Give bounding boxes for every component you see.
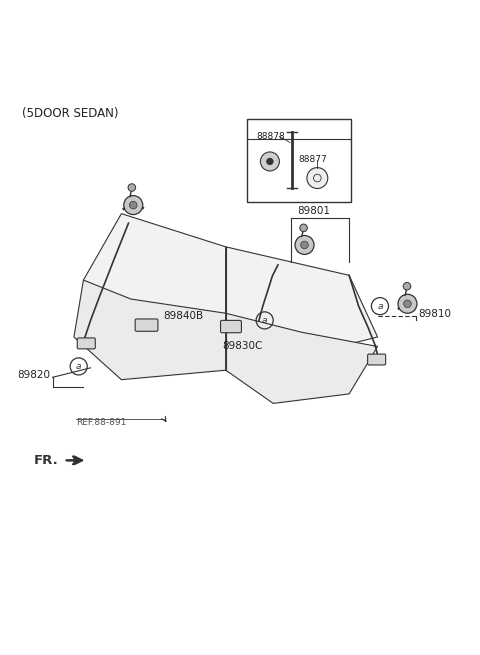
Circle shape bbox=[398, 294, 417, 313]
Text: a: a bbox=[255, 124, 260, 134]
Text: REF.88-891: REF.88-891 bbox=[76, 418, 127, 426]
Circle shape bbox=[404, 300, 411, 308]
Circle shape bbox=[403, 282, 411, 290]
Circle shape bbox=[124, 196, 143, 215]
Polygon shape bbox=[84, 214, 226, 328]
FancyBboxPatch shape bbox=[220, 320, 241, 333]
FancyArrowPatch shape bbox=[67, 457, 81, 464]
Circle shape bbox=[295, 235, 314, 254]
Text: FR.: FR. bbox=[34, 454, 59, 467]
Text: 89810: 89810 bbox=[418, 309, 451, 319]
Text: a: a bbox=[76, 362, 82, 371]
Polygon shape bbox=[226, 313, 378, 403]
Text: 89820: 89820 bbox=[17, 370, 50, 380]
Circle shape bbox=[300, 224, 307, 232]
Text: 88877: 88877 bbox=[299, 155, 327, 164]
FancyBboxPatch shape bbox=[368, 354, 385, 365]
Polygon shape bbox=[226, 247, 378, 356]
FancyBboxPatch shape bbox=[135, 319, 158, 331]
Circle shape bbox=[307, 168, 328, 189]
Circle shape bbox=[128, 184, 136, 191]
Text: 89801: 89801 bbox=[297, 206, 330, 216]
Text: (5DOOR SEDAN): (5DOOR SEDAN) bbox=[22, 107, 118, 120]
FancyBboxPatch shape bbox=[77, 338, 96, 349]
Text: 89830C: 89830C bbox=[222, 341, 263, 351]
Text: 89840B: 89840B bbox=[163, 310, 203, 321]
Bar bbox=[247, 119, 351, 202]
Circle shape bbox=[261, 152, 279, 171]
Circle shape bbox=[266, 158, 273, 165]
Polygon shape bbox=[74, 280, 226, 380]
Circle shape bbox=[130, 201, 137, 209]
Text: a: a bbox=[262, 316, 267, 325]
Circle shape bbox=[301, 241, 308, 249]
Text: 88878: 88878 bbox=[257, 132, 285, 141]
Text: a: a bbox=[377, 302, 383, 310]
